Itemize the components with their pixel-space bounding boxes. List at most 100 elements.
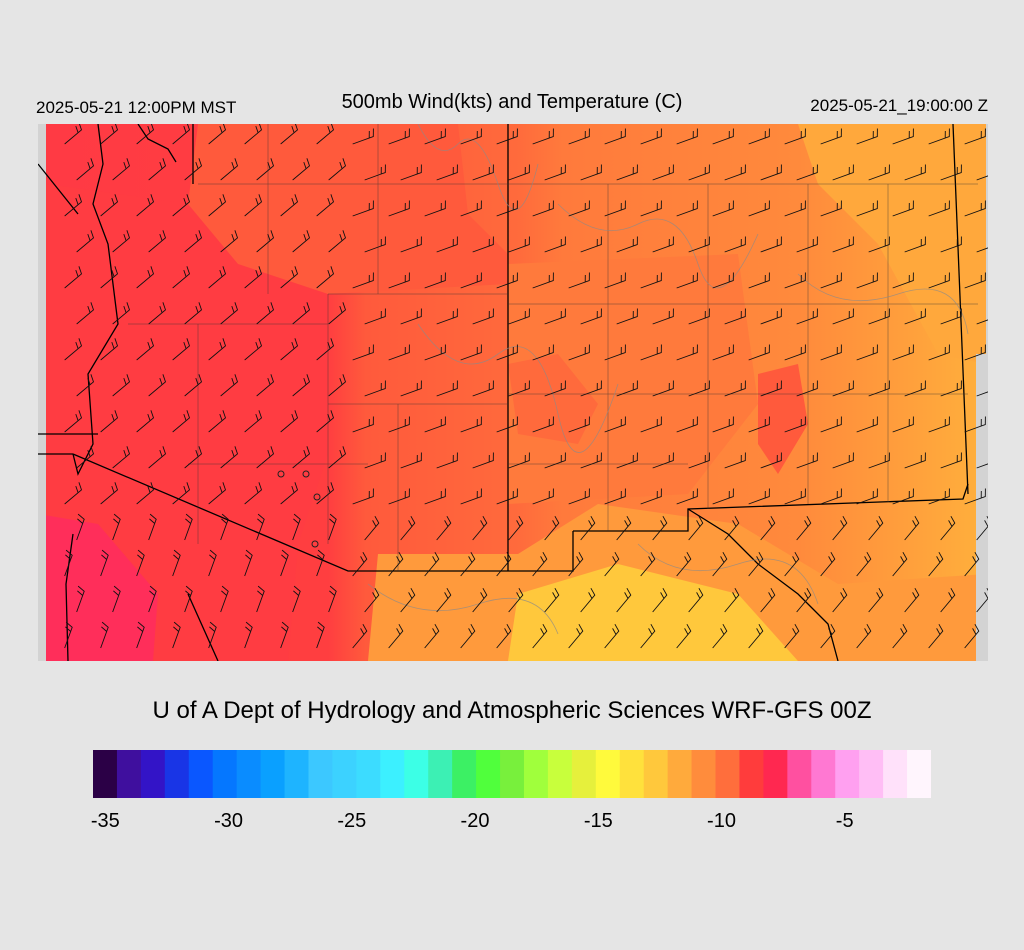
wind-barb — [460, 128, 482, 145]
wind-barb — [316, 482, 335, 505]
wind-barb — [856, 128, 878, 145]
wind-barb — [676, 200, 698, 217]
wind-barb — [676, 344, 698, 361]
wind-barb — [244, 410, 263, 433]
wind-barb — [856, 200, 878, 217]
wind-barb — [400, 515, 416, 541]
wind-barb — [796, 515, 812, 541]
wind-barb — [604, 551, 620, 577]
wind-barb — [604, 272, 626, 289]
wind-barb — [760, 587, 776, 613]
wind-barb — [976, 587, 988, 613]
wind-barb — [208, 124, 227, 145]
colorbar-swatch — [787, 750, 812, 798]
wind-barb — [424, 200, 446, 217]
wind-barb — [976, 515, 988, 541]
wind-barb — [280, 410, 299, 433]
wind-barb — [964, 623, 980, 649]
wind-barb — [904, 515, 920, 541]
wind-barb — [136, 482, 155, 505]
wind-barb — [436, 452, 458, 469]
wind-barb — [724, 515, 740, 541]
wind-barb — [688, 164, 710, 181]
wind-barb — [748, 344, 770, 361]
wind-barb — [328, 158, 347, 181]
wind-barb — [748, 551, 764, 577]
wind-barb — [544, 587, 560, 613]
wind-barb — [184, 374, 203, 397]
wind-barb — [364, 164, 386, 181]
wind-barb — [172, 549, 181, 577]
wind-barb — [436, 380, 458, 397]
wind-barb — [616, 452, 638, 469]
wind-barb — [424, 488, 446, 505]
wind-barb — [508, 380, 530, 397]
wind-barb — [748, 416, 770, 433]
wind-barb — [928, 200, 950, 217]
wind-barb — [220, 230, 239, 253]
wind-barb — [928, 272, 950, 289]
wind-barb — [652, 308, 674, 325]
wind-barb — [256, 302, 275, 325]
wind-barb — [256, 585, 265, 613]
wind-barb — [868, 236, 890, 253]
wind-barb — [388, 416, 410, 433]
wind-barb — [316, 621, 325, 649]
wind-barb — [904, 236, 926, 253]
colorbar-swatch — [595, 750, 621, 798]
wind-barb — [172, 410, 191, 433]
wind-barb — [868, 380, 890, 397]
wind-barb — [820, 128, 842, 145]
wind-barb — [892, 416, 914, 433]
wind-barb — [640, 551, 656, 577]
wind-barb — [784, 200, 806, 217]
wind-barb — [856, 344, 878, 361]
wind-barb — [892, 272, 914, 289]
wind-barb — [892, 200, 914, 217]
wind-barb — [100, 338, 119, 361]
wind-barb — [676, 416, 698, 433]
wind-barb — [940, 236, 962, 253]
wind-barb — [292, 158, 311, 181]
wind-barb — [100, 266, 119, 289]
colorbar-swatch — [859, 750, 884, 798]
wind-barb — [688, 452, 710, 469]
wind-barb — [724, 587, 740, 613]
wind-barb — [76, 158, 95, 181]
wind-barb — [604, 200, 626, 217]
colorbar-swatch — [452, 750, 477, 798]
wind-barb — [244, 482, 263, 505]
wind-barb — [676, 488, 698, 505]
colorbar-swatch — [140, 750, 166, 798]
wind-barb — [364, 515, 380, 541]
wind-barb — [100, 482, 119, 505]
wind-barb — [616, 308, 638, 325]
wind-barb — [400, 308, 422, 325]
wind-barb — [112, 374, 131, 397]
wind-barb — [712, 272, 734, 289]
colorbar-tick-labels: -35 -30 -25 -20 -15 -10 -5 — [0, 810, 1024, 840]
wind-barb — [784, 344, 806, 361]
colorbar-tick: -15 — [583, 810, 613, 832]
wind-barb — [676, 128, 698, 145]
wind-barb — [712, 623, 728, 649]
wind-barb — [532, 200, 554, 217]
wind-barb — [928, 488, 950, 505]
wind-barb — [472, 515, 488, 541]
wind-barb — [400, 452, 422, 469]
wind-barb — [244, 194, 263, 217]
wind-barb — [136, 410, 155, 433]
wind-barb — [748, 128, 770, 145]
wind-barb — [856, 623, 872, 649]
wind-barb — [100, 549, 109, 577]
wind-barb — [76, 374, 95, 397]
wind-barb — [784, 272, 806, 289]
wind-barb — [904, 308, 926, 325]
wind-barb — [76, 585, 85, 613]
wind-barb — [424, 551, 440, 577]
wind-barb — [64, 410, 83, 433]
wind-barb — [460, 272, 482, 289]
wind-barb — [112, 585, 121, 613]
wind-barb — [388, 344, 410, 361]
wind-barb — [460, 344, 482, 361]
